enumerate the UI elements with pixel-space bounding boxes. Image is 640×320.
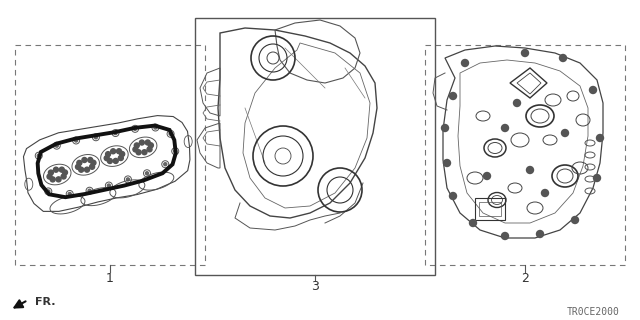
Circle shape [37,154,40,157]
Circle shape [56,177,61,182]
Circle shape [47,190,50,193]
Circle shape [104,156,109,161]
Circle shape [60,167,64,172]
Circle shape [95,136,97,139]
Circle shape [63,170,67,175]
Circle shape [79,167,84,172]
Circle shape [113,158,118,164]
Circle shape [449,193,456,199]
Text: 2: 2 [521,271,529,284]
Circle shape [82,157,87,163]
Bar [475,198,505,220]
Circle shape [140,140,145,145]
Bar [425,45,625,265]
Circle shape [522,50,529,57]
Circle shape [572,217,579,223]
Circle shape [118,156,124,161]
Circle shape [154,126,157,129]
Circle shape [169,132,172,135]
Bar [15,45,205,265]
Circle shape [449,92,456,100]
Text: 1: 1 [106,271,114,284]
Circle shape [593,174,600,181]
Circle shape [108,158,113,164]
Circle shape [145,172,148,175]
Circle shape [483,172,490,180]
Circle shape [148,143,154,148]
Circle shape [444,159,451,166]
Circle shape [84,167,90,172]
Circle shape [541,189,548,196]
Circle shape [596,134,604,141]
Text: FR.: FR. [35,297,56,307]
Circle shape [90,164,95,169]
Circle shape [134,143,140,148]
Circle shape [120,152,125,156]
Circle shape [442,124,449,132]
Circle shape [513,100,520,107]
Circle shape [61,174,66,179]
Circle shape [173,150,177,153]
Circle shape [147,147,152,152]
Circle shape [164,163,167,166]
Circle shape [127,178,129,181]
Circle shape [55,144,58,147]
Circle shape [108,184,110,187]
Circle shape [75,139,77,142]
Circle shape [536,230,543,237]
Circle shape [49,170,53,175]
Circle shape [527,166,534,173]
Circle shape [76,164,81,169]
Circle shape [470,220,477,227]
Text: 3: 3 [311,281,319,293]
Circle shape [111,149,116,154]
Circle shape [114,132,117,134]
Circle shape [559,54,566,61]
Circle shape [461,60,468,67]
Bar [479,202,501,216]
Circle shape [77,160,82,165]
Circle shape [589,86,596,93]
Text: TR0CE2000: TR0CE2000 [567,307,620,317]
Circle shape [502,233,509,239]
Bar [195,18,435,275]
Circle shape [106,152,111,157]
Circle shape [116,149,122,154]
Circle shape [68,192,71,196]
Circle shape [561,130,568,137]
Circle shape [50,177,55,182]
Circle shape [91,160,96,165]
Circle shape [145,140,150,145]
Circle shape [502,124,509,132]
Circle shape [133,147,138,152]
Circle shape [88,189,91,192]
Circle shape [54,167,58,172]
Circle shape [88,157,93,163]
Circle shape [47,174,52,179]
Circle shape [134,127,136,130]
Circle shape [142,150,147,155]
Circle shape [136,150,141,155]
